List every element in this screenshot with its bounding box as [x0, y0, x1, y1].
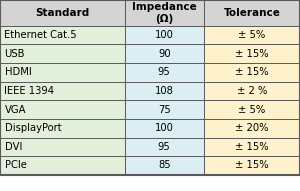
- Bar: [124, 156, 204, 175]
- Text: ± 20%: ± 20%: [235, 123, 269, 133]
- Bar: [124, 0, 204, 26]
- Text: 90: 90: [158, 49, 171, 59]
- Text: ± 15%: ± 15%: [235, 49, 269, 59]
- Bar: [204, 26, 300, 44]
- Bar: [204, 82, 300, 100]
- Text: VGA: VGA: [4, 105, 26, 115]
- Text: Standard: Standard: [35, 8, 89, 18]
- Bar: [0, 26, 124, 44]
- Text: ± 15%: ± 15%: [235, 160, 269, 170]
- Bar: [124, 100, 204, 119]
- Bar: [124, 63, 204, 82]
- Text: 85: 85: [158, 160, 171, 170]
- Text: IEEE 1394: IEEE 1394: [4, 86, 55, 96]
- Text: 100: 100: [155, 123, 174, 133]
- Text: 95: 95: [158, 67, 171, 77]
- Bar: [124, 138, 204, 156]
- Text: 108: 108: [155, 86, 174, 96]
- Text: ± 15%: ± 15%: [235, 142, 269, 152]
- Bar: [124, 119, 204, 138]
- Bar: [204, 100, 300, 119]
- Text: USB: USB: [4, 49, 25, 59]
- Text: Ethernet Cat.5: Ethernet Cat.5: [4, 30, 77, 40]
- Bar: [0, 82, 124, 100]
- Bar: [124, 82, 204, 100]
- Bar: [204, 138, 300, 156]
- Bar: [204, 0, 300, 26]
- Text: ± 2 %: ± 2 %: [237, 86, 267, 96]
- Text: ± 15%: ± 15%: [235, 67, 269, 77]
- Bar: [204, 44, 300, 63]
- Bar: [0, 138, 124, 156]
- Text: Impedance
(Ω): Impedance (Ω): [132, 2, 196, 24]
- Bar: [0, 0, 124, 26]
- Bar: [0, 44, 124, 63]
- Bar: [204, 156, 300, 175]
- Text: 100: 100: [155, 30, 174, 40]
- Text: PCIe: PCIe: [4, 160, 26, 170]
- Text: ± 5%: ± 5%: [238, 30, 266, 40]
- Bar: [0, 100, 124, 119]
- Bar: [204, 63, 300, 82]
- Text: Tolerance: Tolerance: [224, 8, 280, 18]
- Bar: [204, 119, 300, 138]
- Text: DisplayPort: DisplayPort: [4, 123, 61, 133]
- Bar: [0, 63, 124, 82]
- Text: HDMI: HDMI: [4, 67, 31, 77]
- Bar: [0, 156, 124, 175]
- Bar: [124, 44, 204, 63]
- Text: 95: 95: [158, 142, 171, 152]
- Bar: [124, 26, 204, 44]
- Text: ± 5%: ± 5%: [238, 105, 266, 115]
- Bar: [0, 119, 124, 138]
- Text: DVI: DVI: [4, 142, 22, 152]
- Text: 75: 75: [158, 105, 171, 115]
